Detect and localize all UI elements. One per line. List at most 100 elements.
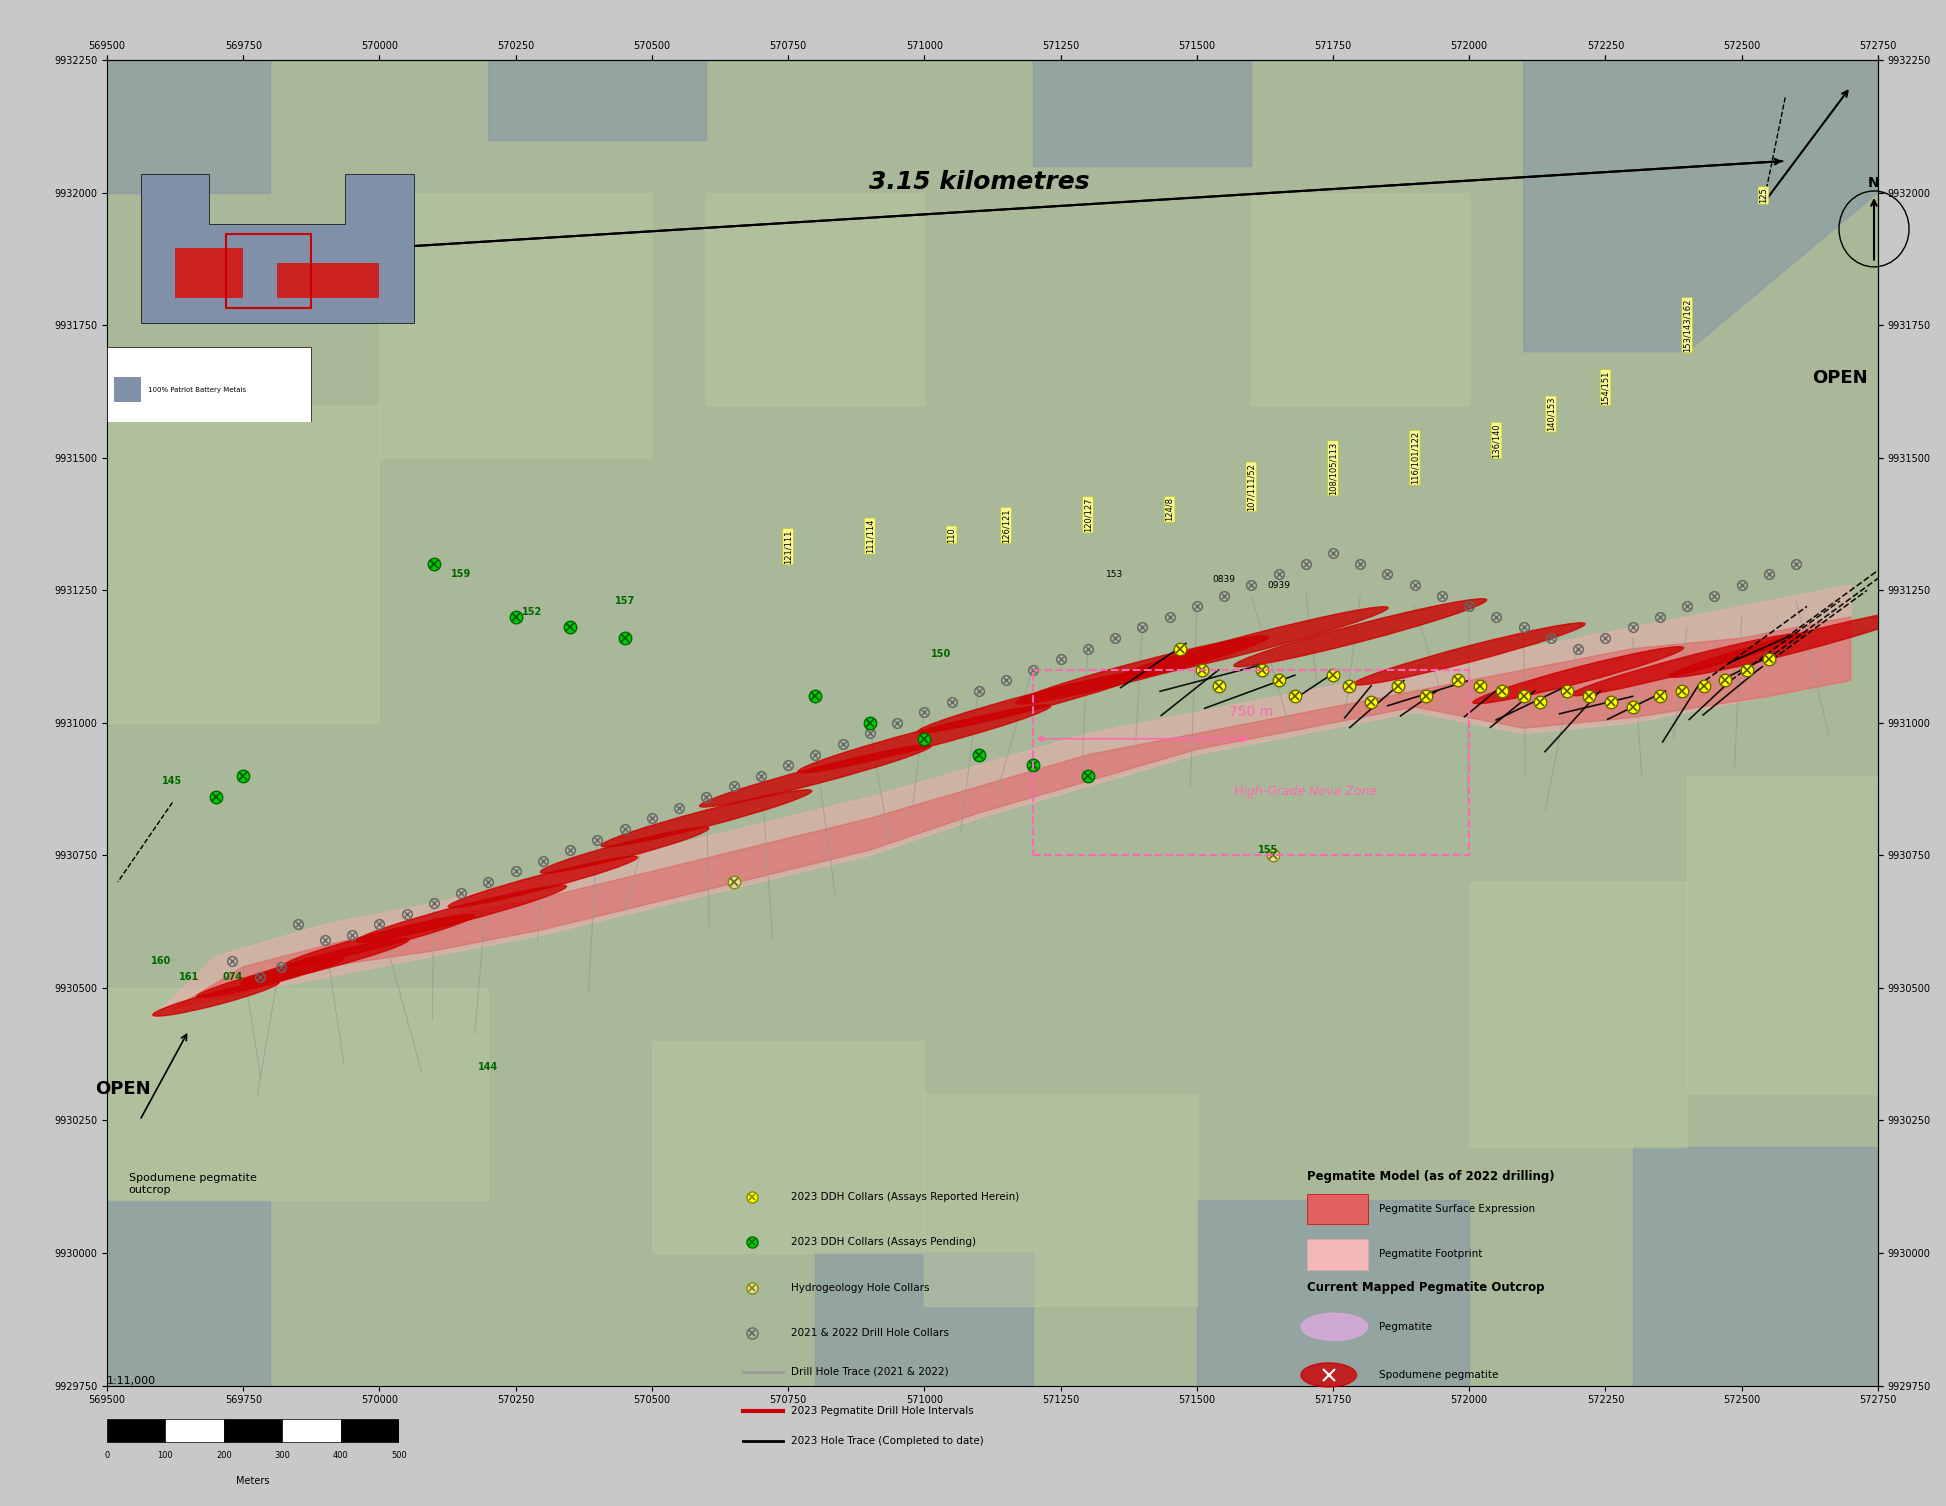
Text: 2023 DDH Collars (Assays Pending): 2023 DDH Collars (Assays Pending): [790, 1238, 975, 1247]
Text: Hydrogeology Hole Collars: Hydrogeology Hole Collars: [790, 1283, 930, 1292]
Text: 125: 125: [1759, 188, 1769, 203]
Ellipse shape: [1670, 610, 1923, 678]
Ellipse shape: [541, 827, 708, 873]
Polygon shape: [1524, 60, 1878, 352]
Ellipse shape: [1302, 1363, 1356, 1387]
Polygon shape: [706, 193, 924, 405]
Text: 500: 500: [391, 1452, 407, 1459]
Text: Spodumene pegmatite: Spodumene pegmatite: [1378, 1370, 1498, 1379]
Text: Pegmatite: Pegmatite: [1378, 1322, 1432, 1331]
Polygon shape: [652, 1041, 924, 1253]
Text: 124/8: 124/8: [1166, 497, 1173, 521]
Ellipse shape: [1115, 607, 1387, 681]
Text: 1:11,000: 1:11,000: [107, 1376, 156, 1386]
Ellipse shape: [284, 914, 475, 965]
Text: 153/143/162: 153/143/162: [1683, 298, 1691, 352]
Text: 074: 074: [222, 973, 243, 982]
Ellipse shape: [197, 958, 344, 997]
Text: Current Mapped Pegmatite Outcrop: Current Mapped Pegmatite Outcrop: [1306, 1282, 1543, 1294]
Text: 400: 400: [333, 1452, 348, 1459]
Text: Meters: Meters: [235, 1476, 270, 1486]
Polygon shape: [1197, 1200, 1469, 1386]
Bar: [282, 1419, 341, 1443]
Polygon shape: [1251, 193, 1469, 405]
Ellipse shape: [1302, 1313, 1368, 1340]
Polygon shape: [924, 1093, 1197, 1306]
Text: 100% Patriot Battery Metals: 100% Patriot Battery Metals: [148, 387, 245, 393]
Polygon shape: [488, 60, 706, 140]
Bar: [226, 233, 311, 307]
Text: 2023 Pegmatite Drill Hole Intervals: 2023 Pegmatite Drill Hole Intervals: [790, 1407, 973, 1416]
Bar: [224, 1419, 282, 1443]
Text: 100: 100: [158, 1452, 173, 1459]
Polygon shape: [379, 193, 652, 458]
Ellipse shape: [917, 670, 1150, 733]
Bar: [165, 1419, 224, 1443]
Text: 152: 152: [522, 607, 543, 616]
Text: 2021 & 2022 Drill Hole Collars: 2021 & 2022 Drill Hole Collars: [790, 1328, 950, 1337]
Polygon shape: [175, 248, 243, 298]
Text: 120/127: 120/127: [1084, 497, 1092, 532]
Text: 116/101/122: 116/101/122: [1411, 431, 1419, 485]
Text: Pegmatite Model (as of 2022 drilling): Pegmatite Model (as of 2022 drilling): [1306, 1170, 1555, 1182]
Ellipse shape: [1570, 634, 1804, 696]
Ellipse shape: [699, 745, 932, 807]
Text: 155: 155: [1257, 845, 1279, 855]
Text: Drill Hole Trace (2021 & 2022): Drill Hole Trace (2021 & 2022): [790, 1367, 948, 1376]
Bar: [107, 1419, 165, 1443]
Text: 110: 110: [948, 527, 955, 542]
Bar: [1306, 1194, 1368, 1224]
Text: 750 m: 750 m: [1230, 705, 1273, 720]
Polygon shape: [107, 988, 488, 1200]
Bar: [107, 348, 311, 422]
Text: 107/111/52: 107/111/52: [1247, 462, 1255, 511]
Text: N: N: [1868, 176, 1880, 190]
Polygon shape: [1033, 60, 1251, 166]
Text: 0: 0: [105, 1452, 109, 1459]
Text: 159: 159: [451, 569, 471, 580]
Text: 126/121: 126/121: [1002, 508, 1010, 542]
Text: 0939: 0939: [1267, 580, 1290, 589]
Text: 153: 153: [1107, 569, 1123, 578]
Polygon shape: [1687, 776, 1878, 1093]
Text: Spodumene pegmatite
outcrop: Spodumene pegmatite outcrop: [128, 1173, 257, 1194]
Text: 2023 Hole Trace (Completed to date): 2023 Hole Trace (Completed to date): [790, 1437, 983, 1446]
Polygon shape: [107, 405, 379, 723]
Text: 144: 144: [479, 1062, 498, 1072]
Text: 150: 150: [930, 649, 952, 660]
Polygon shape: [173, 617, 1851, 1009]
Text: 200: 200: [216, 1452, 232, 1459]
Ellipse shape: [1234, 599, 1487, 667]
Text: 160: 160: [152, 956, 171, 967]
Bar: [113, 376, 142, 402]
Text: 300: 300: [274, 1452, 290, 1459]
Text: 121/111: 121/111: [784, 530, 792, 563]
Ellipse shape: [154, 980, 278, 1017]
Text: 2023 DDH Collars (Assays Reported Herein): 2023 DDH Collars (Assays Reported Herein…: [790, 1193, 1020, 1202]
Polygon shape: [142, 175, 413, 322]
Polygon shape: [150, 584, 1851, 1020]
Text: 154/151: 154/151: [1602, 370, 1609, 405]
Polygon shape: [278, 264, 379, 298]
Ellipse shape: [356, 886, 566, 943]
Text: 0839: 0839: [1212, 575, 1236, 584]
Text: 161: 161: [179, 973, 198, 982]
Text: 140/153: 140/153: [1547, 396, 1555, 431]
Text: OPEN: OPEN: [95, 1080, 152, 1098]
Text: OPEN: OPEN: [1812, 369, 1868, 387]
Text: 108/105/113: 108/105/113: [1329, 441, 1337, 495]
Ellipse shape: [798, 705, 1051, 773]
Text: Pegmatite Surface Expression: Pegmatite Surface Expression: [1378, 1205, 1535, 1214]
Text: 145: 145: [162, 776, 183, 786]
Polygon shape: [815, 1253, 1033, 1386]
Text: 136/140: 136/140: [1493, 423, 1500, 458]
Polygon shape: [107, 60, 270, 193]
Text: 111/114: 111/114: [866, 520, 874, 553]
Bar: [1306, 1239, 1368, 1270]
Text: 157: 157: [615, 596, 634, 605]
Ellipse shape: [448, 857, 638, 908]
Bar: [1033, 670, 1469, 855]
Text: Pegmatite Footprint: Pegmatite Footprint: [1378, 1250, 1483, 1259]
Ellipse shape: [1473, 646, 1683, 703]
Ellipse shape: [1016, 636, 1269, 703]
